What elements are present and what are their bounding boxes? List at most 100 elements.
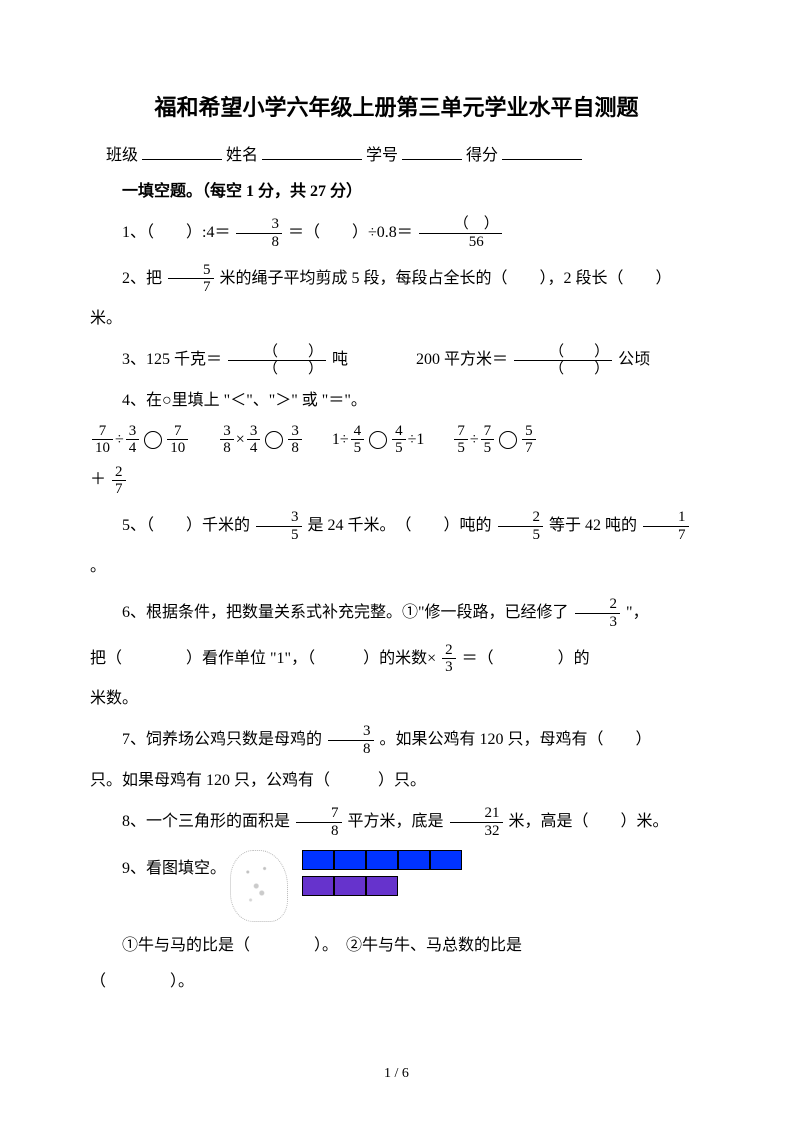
q4-tail: ＋ 27 — [90, 459, 703, 501]
q7-l2: 只。如果母鸡有 120 只，公鸡有（ ）只。 — [90, 765, 703, 797]
q4-expressions: 710 ÷ 34 710 38 × 34 38 1÷ 45 45 ÷1 75 ÷… — [90, 421, 703, 459]
q4e1cd: 10 — [167, 440, 188, 457]
q5b: 是 24 千米。 （ ）吨的 — [308, 517, 492, 534]
q4e2cn: 3 — [288, 423, 302, 441]
bar-cell — [302, 876, 334, 896]
q6-l1: 6、根据条件，把数量关系式补充完整。①"修一段路，已经修了 23 "， — [90, 592, 703, 634]
q3-f2-num: （ ） — [514, 344, 612, 362]
circle-icon[interactable] — [499, 431, 517, 449]
q6-l2: 把（ ）看作单位 "1"，（ ）的米数× 23 ＝（ ）的 — [90, 638, 703, 680]
q9-line2: （ ）。 — [90, 966, 703, 998]
q7b: 。如果公鸡有 120 只，母鸡有（ ） — [380, 731, 652, 748]
bar-cell — [430, 850, 462, 870]
q8c: 米，高是（ ）米。 — [509, 813, 669, 830]
q3-frac1: （ ） （ ） — [228, 344, 326, 378]
circle-icon[interactable] — [144, 431, 162, 449]
q4e2ad: 8 — [220, 440, 234, 457]
q1: 1、（ ）:4＝ 3 8 ＝（ ）÷0.8＝ （ ） 56 — [90, 212, 703, 254]
q3-d: 公顷 — [618, 351, 650, 368]
q2-b: 米的绳子平均剪成 5 段，每段占全长的（ ），2 段长（ ） — [220, 270, 672, 287]
q7-l1: 7、饲养场公鸡只数是母鸡的 38 。如果公鸡有 120 只，母鸡有（ ） — [90, 719, 703, 761]
page: 福和希望小学六年级上册第三单元学业水平自测题 班级 姓名 学号 得分 一填空题。… — [0, 0, 793, 1122]
q5f3n: 1 — [643, 509, 689, 527]
q2-tail: 米。 — [90, 303, 703, 335]
q6fn: 2 — [575, 596, 621, 614]
q7fn: 3 — [328, 723, 374, 741]
q3-f1-num: （ ） — [228, 344, 326, 362]
q4-plus: ＋ — [90, 471, 106, 488]
q4e3ad: 5 — [351, 440, 365, 457]
q1-frac2: （ ） 56 — [419, 216, 502, 250]
q4e2an: 3 — [220, 423, 234, 441]
q4e2cd: 8 — [288, 440, 302, 457]
q2-den: 7 — [168, 279, 214, 296]
q4e4op: ÷ — [470, 421, 479, 459]
q4e1bd: 4 — [126, 440, 140, 457]
q8f2d: 32 — [450, 823, 503, 840]
class-label: 班级 — [106, 147, 138, 164]
q3-a: 3、125 千克＝ — [122, 351, 222, 368]
q4e3bd: 5 — [392, 440, 406, 457]
q1-mid: ＝（ ）÷0.8＝ — [288, 224, 417, 241]
q5f2n: 2 — [498, 509, 544, 527]
q8a: 8、一个三角形的面积是 — [122, 813, 290, 830]
q3-b: 吨 — [332, 351, 348, 368]
q4e2bn: 3 — [247, 423, 261, 441]
q4e2op: × — [236, 421, 245, 459]
q4e2bd: 4 — [247, 440, 261, 457]
bar-cell — [366, 850, 398, 870]
q4e4bn: 7 — [481, 423, 495, 441]
class-blank[interactable] — [142, 143, 222, 160]
q4-e3: 1÷ 45 45 ÷1 — [332, 421, 425, 459]
q6-l3: 米数。 — [90, 683, 703, 715]
q8: 8、一个三角形的面积是 78 平方米，底是 2132 米，高是（ ）米。 — [90, 801, 703, 843]
q9-line1: ①牛与马的比是（ ）。 ②牛与牛、马总数的比是 — [90, 930, 703, 962]
id-label: 学号 — [366, 147, 398, 164]
q6b: "， — [626, 604, 649, 621]
q3-f1-den: （ ） — [228, 361, 326, 378]
q3: 3、125 千克＝ （ ） （ ） 吨 200 平方米＝ （ ） （ ） 公顷 — [90, 339, 703, 381]
bars-row-bottom — [302, 876, 462, 896]
q3-frac2: （ ） （ ） — [514, 344, 612, 378]
q6f2n: 2 — [442, 642, 456, 660]
q4e3l: 1÷ — [332, 421, 349, 459]
q4e3an: 4 — [351, 423, 365, 441]
q8f1d: 8 — [296, 823, 342, 840]
section1-heading: 一填空题。（每空 1 分，共 27 分） — [90, 176, 703, 208]
q7fd: 8 — [328, 741, 374, 758]
q8f2n: 21 — [450, 805, 503, 823]
q4-e2: 38 × 34 38 — [218, 421, 304, 459]
circle-icon[interactable] — [265, 431, 283, 449]
q4e1op: ÷ — [115, 421, 124, 459]
q4-e1: 710 ÷ 34 710 — [90, 421, 190, 459]
q6d: ＝（ ）的 — [462, 650, 590, 667]
bar-cell — [334, 850, 366, 870]
q5f3d: 7 — [643, 527, 689, 544]
q1-prefix: 1、（ ）:4＝ — [122, 224, 230, 241]
q5a: 5、（ ）千米的 — [122, 517, 250, 534]
q3-c: 200 平方米＝ — [416, 351, 508, 368]
q4e4cn: 5 — [522, 423, 536, 441]
q4-e4: 75 ÷ 75 57 — [452, 421, 537, 459]
bar-cell — [302, 850, 334, 870]
q1-frac1: 3 8 — [236, 216, 282, 250]
q6fd: 3 — [575, 614, 621, 631]
q4e1bn: 3 — [126, 423, 140, 441]
q1-f1-den: 8 — [236, 234, 282, 251]
q2-a: 2、把 — [122, 270, 162, 287]
score-label: 得分 — [466, 147, 498, 164]
q9: 9、看图填空。 — [90, 850, 703, 922]
q1-f2-den: 56 — [419, 234, 502, 251]
q4e3bn: 4 — [392, 423, 406, 441]
id-blank[interactable] — [402, 143, 462, 160]
q8f1n: 7 — [296, 805, 342, 823]
q2: 2、把 5 7 米的绳子平均剪成 5 段，每段占全长的（ ），2 段长（ ） — [90, 258, 703, 300]
circle-icon[interactable] — [369, 431, 387, 449]
score-blank[interactable] — [502, 143, 582, 160]
name-blank[interactable] — [262, 143, 362, 160]
q1-f1-num: 3 — [236, 216, 282, 234]
q4e4bd: 5 — [481, 440, 495, 457]
q4td: 7 — [112, 481, 126, 498]
q8b: 平方米，底是 — [348, 813, 444, 830]
page-title: 福和希望小学六年级上册第三单元学业水平自测题 — [90, 90, 703, 122]
